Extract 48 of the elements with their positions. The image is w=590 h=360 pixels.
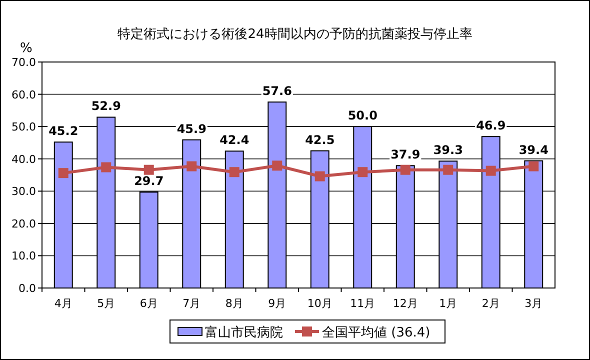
x-tick-label: 6月: [140, 297, 158, 310]
data-label: 46.9: [476, 118, 506, 133]
point: [486, 166, 496, 176]
data-label: 39.4: [518, 142, 548, 157]
x-tick-label: 3月: [524, 297, 543, 310]
data-label: 57.6: [262, 84, 292, 98]
point: [443, 164, 454, 175]
point: [144, 164, 154, 175]
data-label: 29.7: [134, 174, 164, 188]
x-tick-label: 9月: [268, 297, 286, 310]
x-tick-label: 5月: [97, 297, 116, 310]
data-label: 50.0: [348, 108, 378, 123]
y-tick-label: 20.0: [12, 217, 36, 230]
legend-label: 富山市民病院: [205, 324, 283, 340]
data-label: 39.3: [433, 143, 463, 158]
y-tick-label: 40.0: [12, 152, 36, 166]
point: [229, 167, 240, 178]
x-tick-label: 11月: [350, 297, 376, 310]
x-tick-label: 12月: [392, 297, 418, 310]
y-tick-label: 30.0: [12, 185, 36, 198]
x-tick-label: 1月: [439, 297, 458, 310]
y-tick-label: 50.0: [12, 120, 36, 134]
y-tick-label: 0.0: [18, 282, 36, 295]
point: [101, 162, 112, 172]
x-tick-label: 4月: [54, 297, 72, 310]
x-tick-label: 10月: [307, 297, 332, 310]
data-label: 42.5: [305, 132, 335, 147]
y-tick-label: 10.0: [12, 250, 36, 263]
point: [400, 164, 410, 175]
point: [528, 161, 539, 172]
point: [358, 167, 368, 178]
data-label: 45.9: [176, 122, 206, 136]
data-label: 42.4: [220, 133, 250, 148]
x-tick-label: 8月: [225, 297, 244, 310]
data-label: 37.9: [390, 148, 420, 162]
y-axis-title: %: [20, 41, 32, 56]
data-label: 52.9: [91, 99, 121, 114]
legend-label: 全国平均値 (36.4): [322, 326, 430, 340]
point: [314, 171, 325, 182]
y-tick-label: 70.0: [12, 56, 36, 69]
point: [58, 168, 68, 178]
point: [272, 160, 282, 171]
chart-title: 特定術式における術後24時間以内の予防的抗菌薬投与停止率: [118, 26, 472, 42]
data-label: 45.2: [48, 124, 78, 138]
x-tick-label: 7月: [182, 297, 201, 310]
y-tick-label: 60.0: [12, 88, 36, 102]
point: [186, 161, 197, 172]
x-tick-label: 2月: [482, 297, 500, 310]
